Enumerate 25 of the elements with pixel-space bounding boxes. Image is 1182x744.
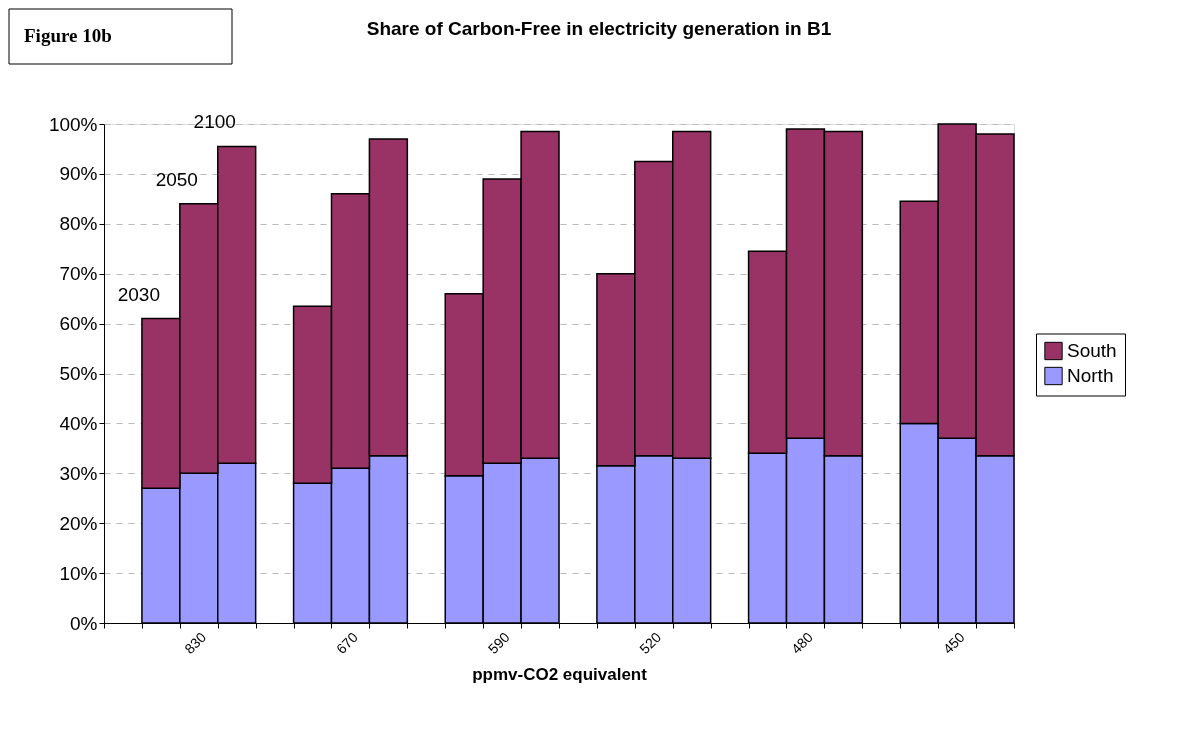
legend-label: North [1067,365,1114,386]
annotation: 2050 [155,168,198,190]
x-tick-label: 520 [636,628,665,657]
annotation: 2030 [117,283,161,305]
y-tick-label: 30% [59,462,98,484]
x-tick-label: 590 [484,628,513,657]
x-tick-label: 450 [939,628,968,657]
y-tick-label: 10% [59,562,98,584]
y-tick-label: 70% [59,263,98,285]
y-tick-label: 0% [70,612,98,634]
x-tick-label: 830 [181,628,210,657]
y-tick-label: 90% [59,163,98,185]
x-tick-label: 480 [788,628,817,657]
y-tick-label: 20% [59,512,98,534]
chart-title: Share of Carbon-Free in electricity generation in B1 [366,17,832,39]
y-tick-label: 80% [59,213,98,235]
annotation: 2100 [193,111,236,133]
legend-label: South [1067,340,1117,361]
y-tick-label: 100% [48,113,98,135]
y-tick-label: 60% [59,313,98,335]
y-tick-label: 50% [59,363,98,384]
y-tick-label: 40% [59,412,98,434]
x-axis-title: ppmv-CO2 equivalent [472,664,648,684]
x-tick-label: 670 [333,628,362,657]
caption: Figure 10b [24,25,112,46]
